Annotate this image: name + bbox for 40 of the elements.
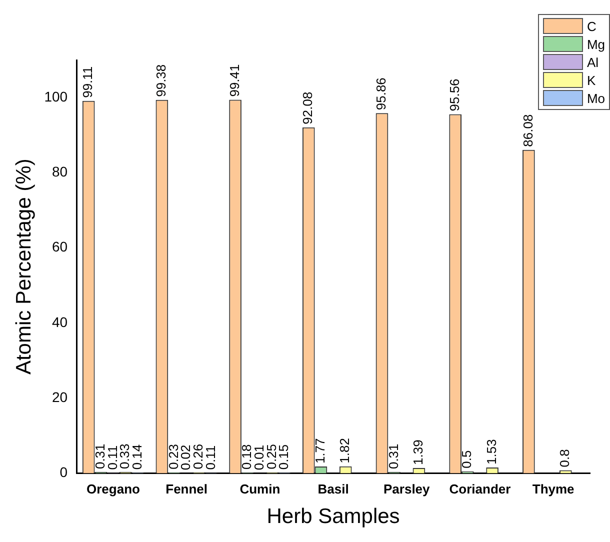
- x-tick-label: Basil: [318, 482, 349, 497]
- data-label: 1.82: [337, 438, 352, 464]
- data-label: 1.53: [484, 439, 499, 464]
- x-tick-label: Thyme: [532, 482, 574, 497]
- y-tick-label: 40: [52, 314, 68, 330]
- y-axis-title: Atomic Percentage (%): [12, 158, 36, 375]
- data-label: 0.15: [276, 444, 292, 470]
- x-axis-title: Herb Samples: [266, 505, 400, 528]
- data-label: 0.11: [202, 445, 218, 470]
- legend-label: C: [586, 18, 596, 34]
- y-tick-label: 0: [60, 464, 68, 480]
- y-tick-label: 60: [52, 238, 68, 255]
- legend-label: Mg: [586, 36, 605, 52]
- data-label: 99.38: [154, 64, 169, 97]
- data-label: 0.31: [386, 444, 401, 470]
- data-label: 99.41: [226, 64, 242, 97]
- data-label: 1.39: [410, 440, 426, 465]
- data-label: 95.56: [446, 78, 462, 112]
- y-tick-label: 100: [44, 88, 68, 104]
- data-label: 99.11: [80, 66, 96, 98]
- y-tick-label: 20: [52, 388, 68, 405]
- x-tick-label: Cumin: [240, 482, 280, 497]
- data-label: 0.31: [92, 444, 108, 470]
- x-tick-label: Oregano: [86, 482, 140, 497]
- data-label: 0.11: [104, 445, 120, 470]
- data-label: 0.5: [459, 450, 474, 468]
- legend-label: Mo: [586, 90, 605, 106]
- data-label: 0.18: [239, 444, 254, 470]
- legend-label: K: [586, 72, 596, 88]
- data-label: 92.08: [300, 92, 316, 124]
- x-tick-label: Coriander: [449, 482, 511, 497]
- x-tick-label: Fennel: [166, 482, 208, 497]
- data-label: 0.8: [557, 449, 572, 468]
- legend-label: Al: [586, 54, 598, 70]
- x-tick-label: Parsley: [383, 482, 431, 497]
- data-label: 95.86: [374, 78, 389, 110]
- y-tick-label: 80: [52, 164, 68, 180]
- data-label: 0.23: [166, 444, 181, 470]
- data-label: 86.08: [520, 114, 536, 147]
- data-label: 1.77: [312, 438, 328, 464]
